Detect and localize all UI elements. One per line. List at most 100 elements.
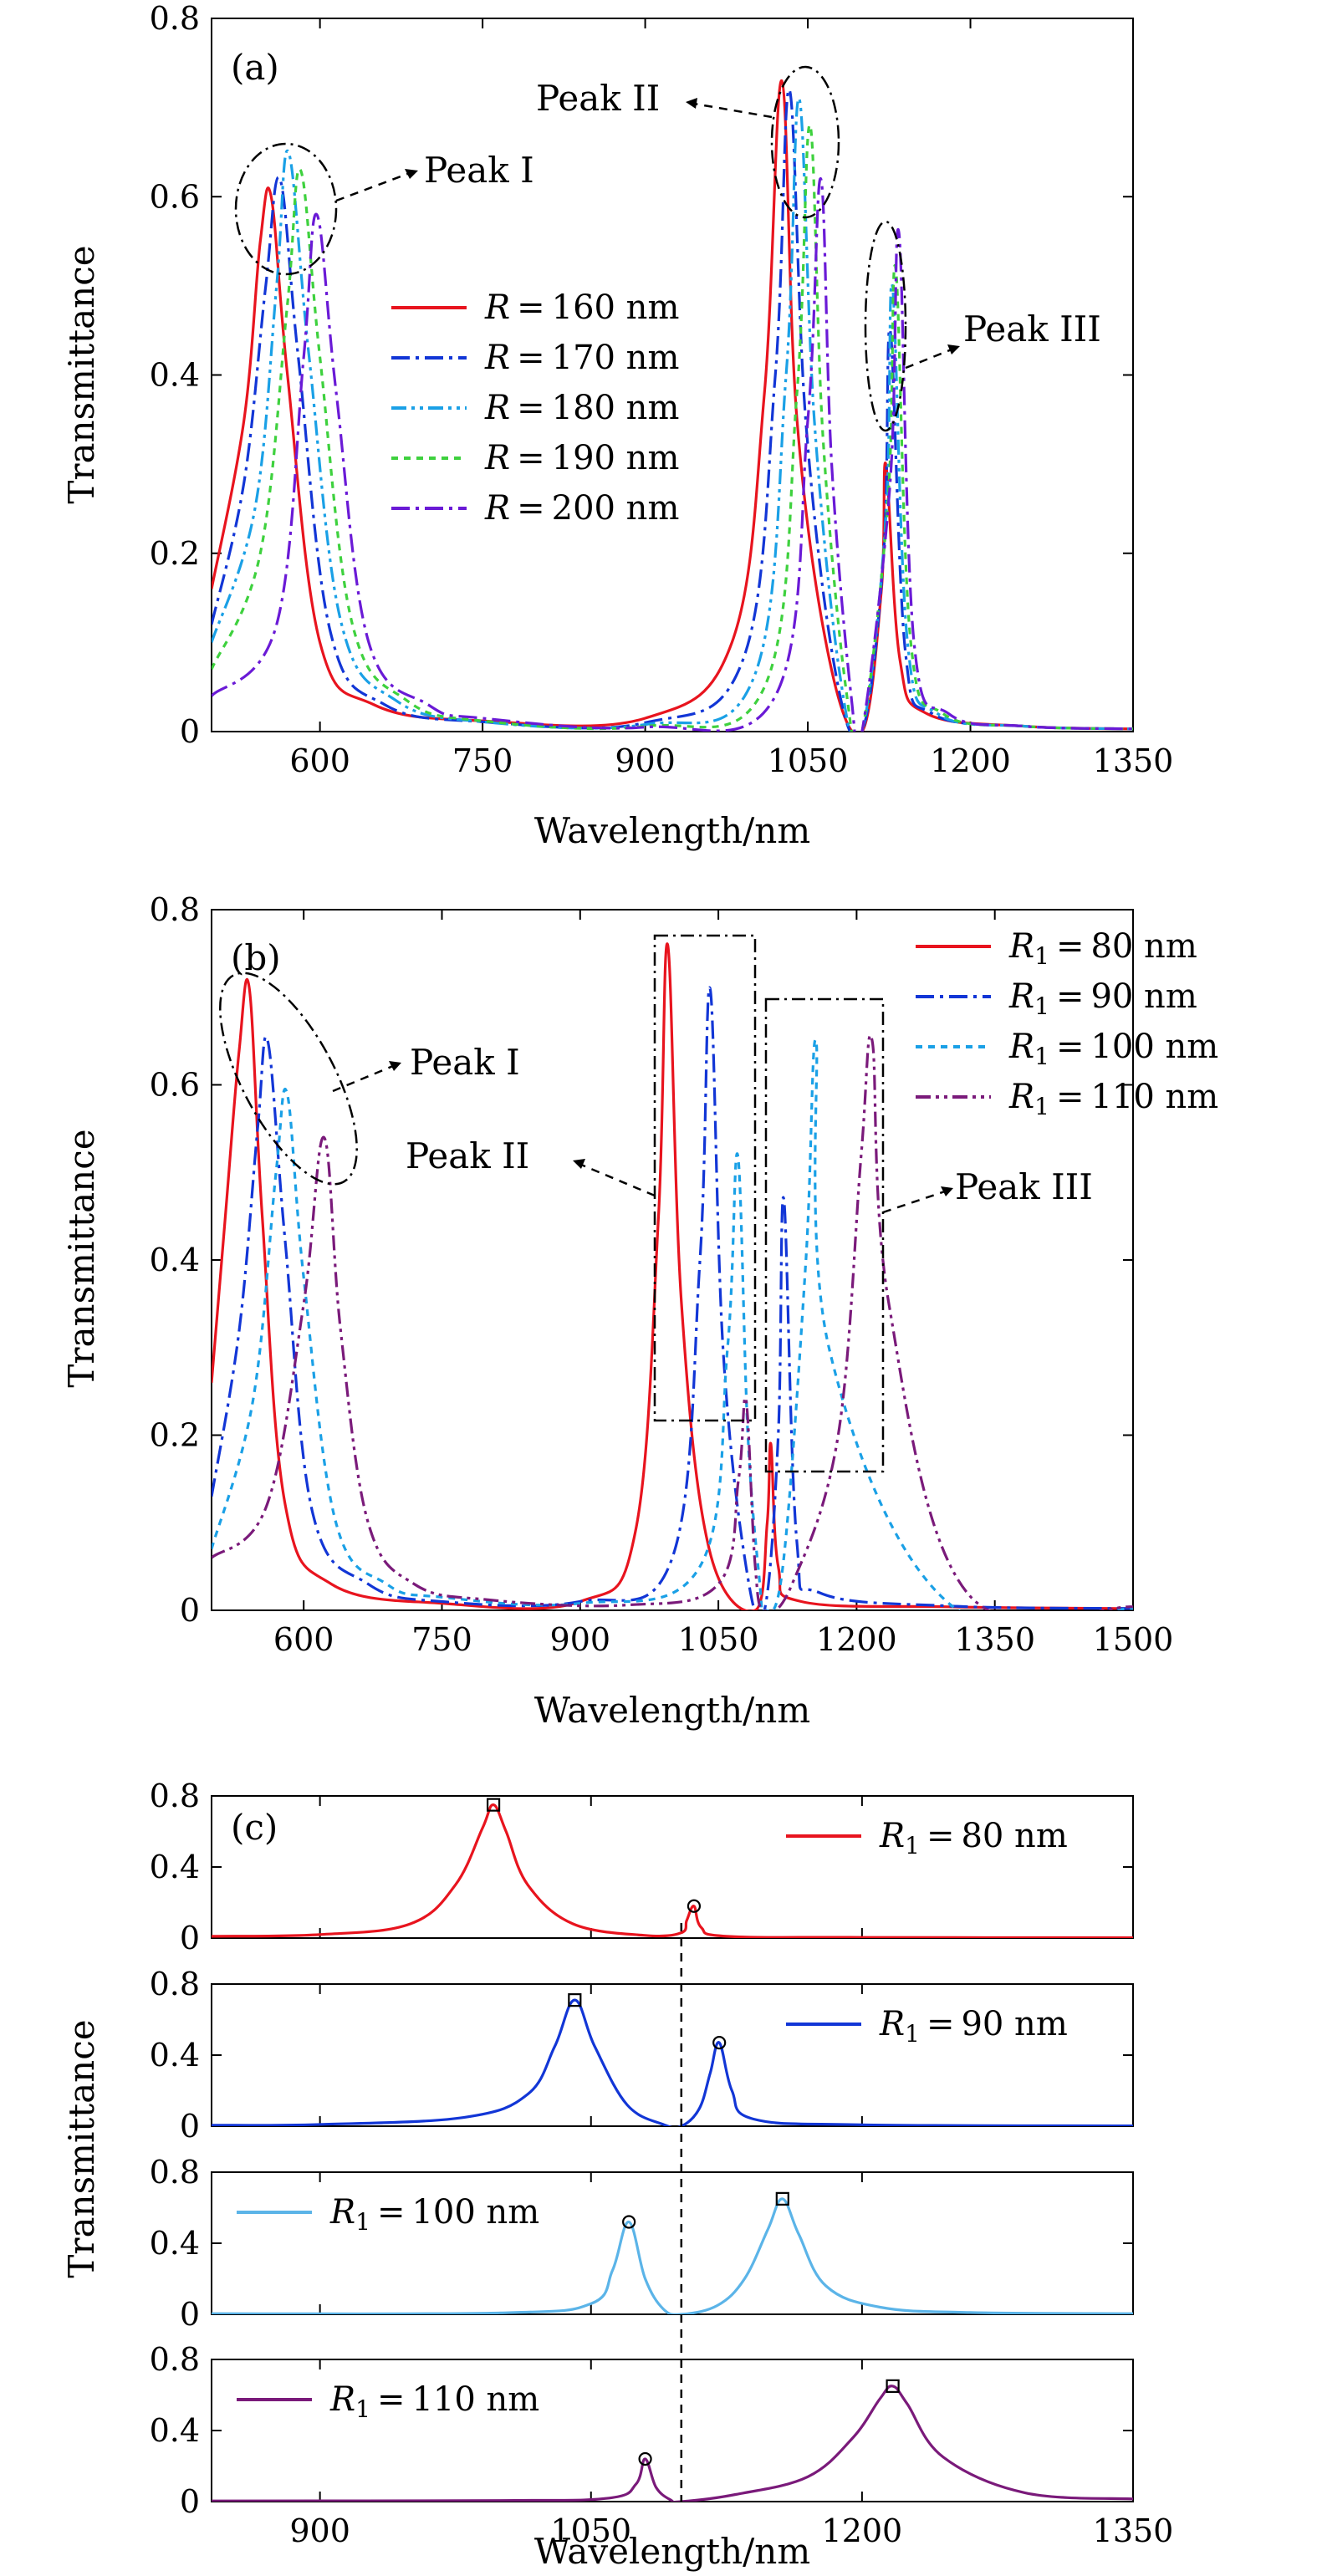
panel-a-x-tick-label: 1350 [1093,742,1174,779]
panel-a-x-axis-label: Wavelength/nm [534,810,810,851]
panel-b-x-tick-label: 900 [550,1621,611,1658]
panel-c-1-series [212,1803,1133,1938]
panel-c-3-series [212,2197,1133,2314]
panel-c-1-y-tick-label: 0 [180,1920,200,1956]
panel-c-label: (c) [231,1807,278,1848]
panel-c-1-circle-marker [687,1899,702,1913]
panel-a-peak1-label: Peak I [424,150,534,191]
panel-a-legend-entry: R = 190 nm [484,439,679,477]
panel-a-series-3 [212,124,1133,732]
panel-b-legend-entry: R1 = 100 nm [1008,1028,1218,1070]
panel-c-1-square-marker [486,1798,501,1812]
panel-a-y-tick-label: 0.2 [150,535,200,572]
panel-b-y-tick-label: 0.4 [150,1242,200,1278]
panel-c-2-y-tick-label: 0.8 [150,1966,200,2002]
panel-b-x-tick-label: 600 [273,1621,334,1658]
panel-b-x-tick-label: 1350 [954,1621,1035,1658]
panel-c-4-legend-entry: R1 = 110 nm [329,2380,539,2423]
panel-b-series-3 [212,1033,1133,1610]
panel-c-4-x-tick-label: 1050 [550,2512,631,2549]
panel-c-4-circle-marker [638,2451,652,2466]
panel-c-4-x-tick-label: 1200 [822,2512,903,2549]
panel-a-peak2-ellipse [770,65,840,219]
panel-b-y-tick-label: 0.2 [150,1417,200,1454]
panel-c-3-y-tick-label: 0.4 [150,2225,200,2262]
panel-b-series-2 [212,1038,1133,1610]
panel-a-peak2-arrowhead [686,98,697,109]
panel-c-2-square-marker [568,1993,582,2007]
panel-c-1-y-tick-label: 0.4 [150,1849,200,1885]
panel-b-legend-entry: R1 = 110 nm [1008,1078,1218,1120]
panel-b-peak3-arrowhead [941,1186,953,1196]
panel-c-3-y-tick-label: 0 [180,2296,200,2333]
panel-b-legend-entry: R1 = 80 nm [1008,927,1197,970]
panel-a-legend-entry: R = 200 nm [484,489,679,528]
panel-b-x-tick-label: 1200 [816,1621,897,1658]
panel-b-x-tick-label: 750 [411,1621,472,1658]
panel-c-2-legend-entry: R1 = 90 nm [879,2005,1068,2048]
panel-b-peak1-ellipse [219,972,358,1186]
panel-a-peak3-ellipse [864,220,907,432]
panel-c-2-y-tick-label: 0 [180,2108,200,2145]
panel-b-peak3-box [764,997,885,1473]
panel-a-peak3-arrow [905,348,952,370]
panel-c-4-square-marker [886,2379,900,2393]
panel-a-peak3-arrowhead [947,344,960,355]
panel-c-x-axis-label: Wavelength/nm [534,2531,810,2572]
panel-c-2-y-tick-label: 0.4 [150,2037,200,2074]
panel-c-1-legend-entry: R1 = 80 nm [879,1817,1068,1859]
panel-b-peak1-label: Peak I [410,1042,520,1083]
panel-a-x-tick-label: 1050 [768,742,849,779]
panel-a-x-tick-label: 600 [289,742,350,779]
panel-b-peak2-box [653,934,757,1422]
panel-c-4-x-tick-label: 1350 [1093,2512,1174,2549]
panel-a-x-tick-label: 750 [452,742,513,779]
panel-c-4-series [212,2385,1133,2502]
panel-a-series-4 [212,177,1133,732]
panel-a-y-tick-label: 0.4 [150,357,200,394]
panel-b-peak2-label: Peak II [406,1135,529,1176]
panel-b-y-tick-label: 0.6 [150,1067,200,1104]
panel-c-1-y-tick-label: 0.8 [150,1778,200,1814]
panel-b-x-tick-label: 1500 [1093,1621,1174,1658]
panel-c-2-series [212,1998,1133,2126]
panel-b-x-axis-label: Wavelength/nm [534,1690,810,1731]
panel-b-peak2-arrowhead [573,1159,585,1169]
panel-b-peak2-arrow [580,1163,656,1197]
panel-b-label: (b) [231,937,281,978]
panel-c-y-axis-label: Transmittance [61,2019,102,2278]
panel-a-x-tick-label: 1200 [930,742,1011,779]
panel-b-y-tick-label: 0.8 [150,891,200,928]
panel-a-series-2 [212,97,1133,732]
panel-a-legend-entry: R = 160 nm [484,288,679,327]
panel-a-peak1-arrowhead [405,169,418,179]
panel-a-peak1-ellipse [234,142,338,276]
panel-c-4-y-tick-label: 0 [180,2483,200,2520]
panel-a-y-axis-label: Transmittance [61,245,102,503]
panel-b-legend-entry: R1 = 90 nm [1008,977,1197,1020]
panel-b-peak1-arrowhead [389,1061,401,1071]
panel-b-peak1-arrow [332,1064,394,1093]
panel-c-4-x-tick-label: 900 [289,2512,350,2549]
panel-c-4-y-tick-label: 0.8 [150,2341,200,2378]
panel-b-series-1 [212,986,1133,1610]
panel-c-2-circle-marker [712,2036,727,2050]
panel-a-peak3-label: Peak III [963,309,1101,349]
panel-c-3-square-marker [775,2191,789,2206]
panel-c-4-y-tick-label: 0.4 [150,2412,200,2449]
panel-a-label: (a) [231,47,279,88]
panel-b-peak3-label: Peak III [955,1166,1093,1207]
panel-b-peak3-arrow [882,1190,946,1214]
panel-a-peak2-arrow [693,102,773,119]
panel-a-legend-entry: R = 180 nm [484,389,679,427]
panel-a-y-tick-label: 0 [180,713,200,750]
panel-c-3-y-tick-label: 0.8 [150,2154,200,2191]
panel-b-x-tick-label: 1050 [678,1621,759,1658]
panel-b-series-0 [212,942,1133,1610]
panel-b-y-tick-label: 0 [180,1592,200,1629]
panel-c-3-circle-marker [622,2215,636,2229]
panel-a-peak1-arrow [335,171,411,202]
panel-a-peak2-label: Peak II [536,78,660,119]
panel-b-y-axis-label: Transmittance [61,1129,102,1387]
